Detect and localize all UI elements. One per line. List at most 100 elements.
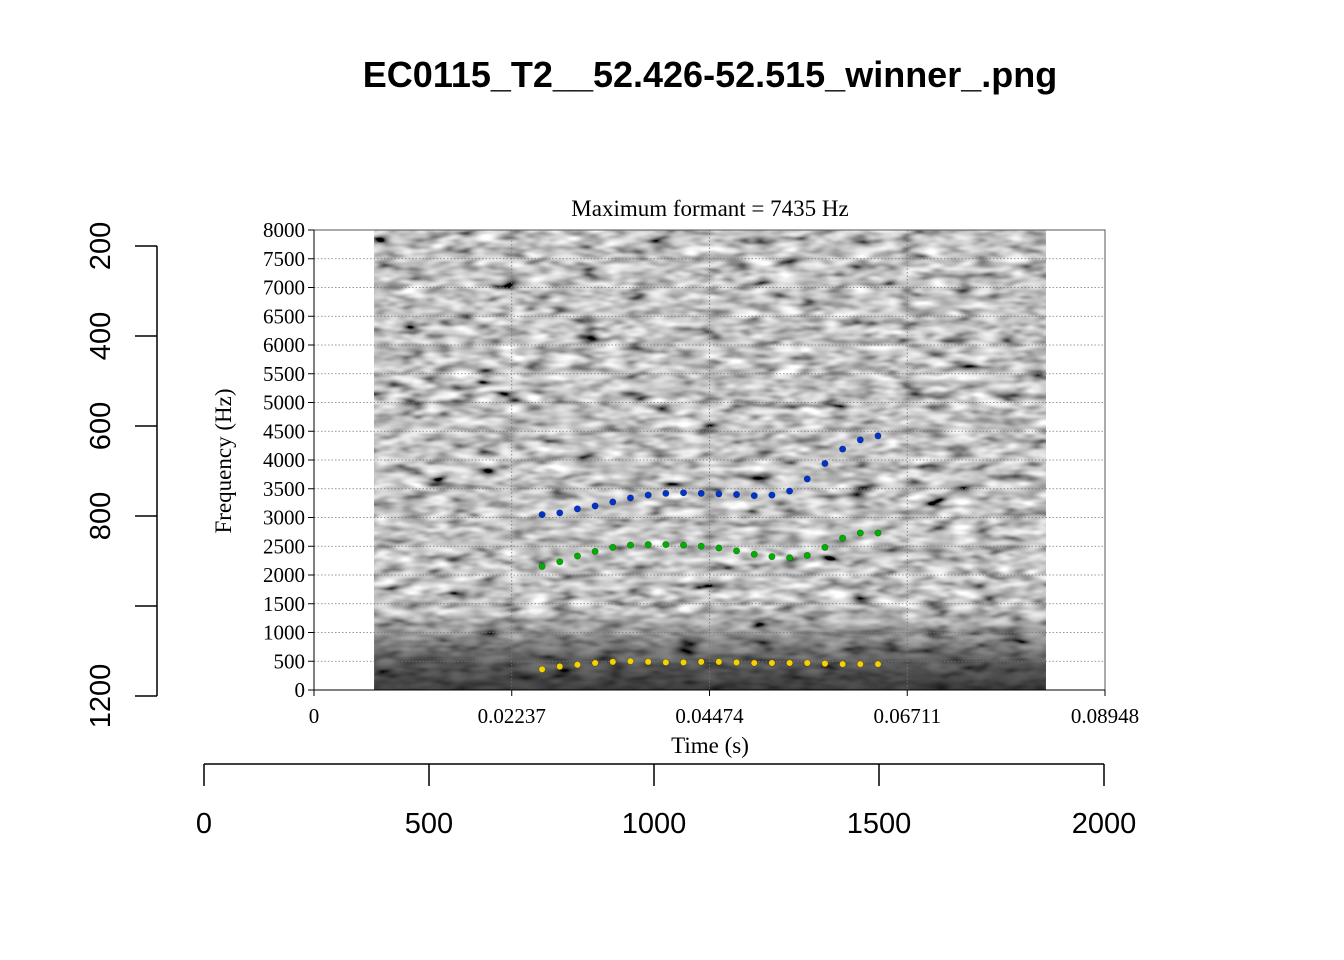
formant-point-f3 [556,509,564,517]
formant-point-f2 [874,529,882,537]
formant-point-f2 [591,547,599,555]
x-axis: 0 0.02237 0.04474 0.06711 0.08948 [309,689,1139,728]
formant-point-f1 [662,658,670,666]
formant-point-f1 [874,660,882,668]
formant-point-f3 [538,511,546,519]
formant-point-f2 [644,541,652,549]
formant-point-f2 [609,543,617,551]
formant-point-f2 [821,543,829,551]
y-tick-label: 6500 [263,304,305,328]
y-tick-label: 1500 [263,592,305,616]
formant-point-f3 [715,490,723,498]
chart-subtitle: Maximum formant = 7435 Hz [571,196,848,221]
formant-point-f3 [591,502,599,510]
y-tick-label: 7000 [263,276,305,300]
formant-point-f3 [821,459,829,467]
formant-point-f3 [680,489,688,497]
outer-y-tick-label: 400 [85,312,117,360]
y-tick-label: 4500 [263,419,305,443]
outer-y-tick-label: 800 [85,492,117,540]
y-tick-label: 2000 [263,563,305,587]
y-tick-label: 5000 [263,391,305,415]
outer-x-tick-label: 1000 [622,808,687,840]
outer-x-tick-label: 0 [196,808,212,840]
formant-point-f1 [591,659,599,667]
y-tick-label: 7500 [263,247,305,271]
formant-point-f1 [573,661,581,669]
y-tick-label: 2500 [263,534,305,558]
x-tick-label: 0.02237 [478,704,546,728]
formant-point-f1 [786,659,794,667]
formant-point-f2 [626,541,634,549]
formant-point-f3 [733,490,741,498]
formant-point-f1 [856,660,864,668]
formant-point-f1 [609,658,617,666]
formant-point-f3 [839,445,847,453]
formant-point-f3 [874,432,882,440]
formant-point-f2 [573,552,581,560]
y-axis: 0 500 1000 1500 2000 2500 3000 3500 4000 4500 5000… [263,218,315,702]
formant-point-f1 [680,658,688,666]
outer-y-tick-label: 200 [85,222,117,270]
outer-x-tick-label: 500 [405,808,453,840]
y-tick-label: 0 [295,678,306,702]
formant-point-f1 [697,658,705,666]
grid-lines [314,229,1105,690]
formant-point-f3 [609,498,617,506]
y-tick-label: 3000 [263,506,305,530]
outer-y-axis: 200 400 600 800 1200 [85,222,158,729]
formant-point-f2 [839,534,847,542]
outer-x-tick-label: 2000 [1072,808,1137,840]
outer-x-axis: 0 500 1000 1500 2000 [196,763,1137,840]
formant-point-f2 [750,550,758,558]
formant-point-f1 [556,662,564,670]
x-tick-label: 0.04474 [675,704,744,728]
y-axis-label: Frequency (Hz) [211,389,236,534]
formant-point-f3 [750,492,758,500]
outer-y-tick-label: 1200 [85,664,117,729]
formant-point-f1 [768,659,776,667]
outer-x-tick-label: 1500 [847,808,912,840]
formant-point-f2 [803,551,811,559]
formant-point-f3 [626,494,634,502]
formant-point-f1 [803,659,811,667]
formant-point-f2 [662,541,670,549]
formant-point-f3 [662,489,670,497]
x-tick-label: 0 [309,704,320,728]
formant-point-f1 [626,657,634,665]
formant-point-f1 [839,660,847,668]
x-tick-label: 0.08948 [1071,704,1139,728]
formant-point-f1 [821,660,829,668]
formant-point-f3 [697,489,705,497]
formant-point-f1 [538,665,546,673]
formant-point-f1 [733,658,741,666]
y-tick-label: 4000 [263,448,305,472]
formant-point-f1 [715,658,723,666]
formant-point-f2 [786,554,794,562]
y-tick-label: 500 [274,649,306,673]
formant-point-f2 [556,558,564,566]
formant-point-f3 [786,487,794,495]
formant-point-f2 [538,562,546,570]
formant-point-f2 [715,544,723,552]
formant-point-f3 [573,505,581,513]
formant-point-f3 [856,436,864,444]
formant-point-f3 [803,475,811,483]
y-tick-label: 6000 [263,333,305,357]
formant-point-f2 [697,542,705,550]
x-tick-label: 0.06711 [874,704,941,728]
formant-point-f2 [768,553,776,561]
formant-point-f2 [680,541,688,549]
x-axis-label: Time (s) [671,733,749,758]
formant-point-f1 [750,659,758,667]
y-tick-label: 8000 [263,218,305,242]
formant-point-f1 [644,658,652,666]
formant-point-f3 [644,491,652,499]
y-tick-label: 1000 [263,621,305,645]
formant-points [538,432,882,673]
y-tick-label: 5500 [263,362,305,386]
formant-point-f2 [856,529,864,537]
formant-point-f2 [733,547,741,555]
y-tick-label: 3500 [263,477,305,501]
page-title: EC0115_T2__52.426-52.515_winner_.png [362,54,1058,95]
